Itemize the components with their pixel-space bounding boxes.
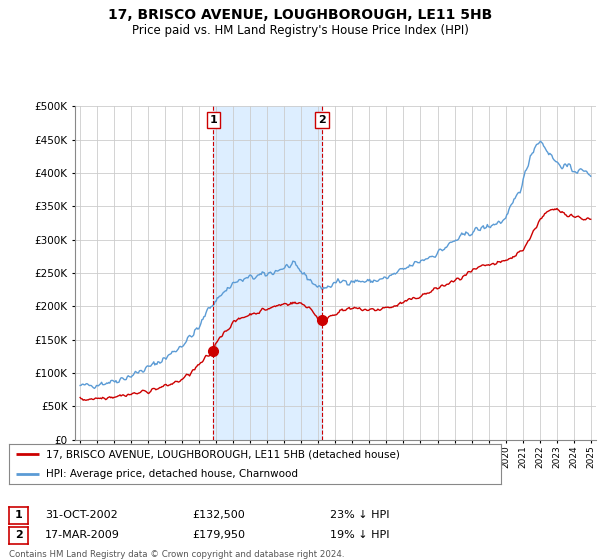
Text: 23% ↓ HPI: 23% ↓ HPI <box>330 510 389 520</box>
Text: 1: 1 <box>15 510 22 520</box>
Text: 2: 2 <box>15 530 22 540</box>
Text: Price paid vs. HM Land Registry's House Price Index (HPI): Price paid vs. HM Land Registry's House … <box>131 24 469 36</box>
Bar <box>214 106 322 440</box>
Text: 2: 2 <box>318 115 326 125</box>
Text: 17, BRISCO AVENUE, LOUGHBOROUGH, LE11 5HB: 17, BRISCO AVENUE, LOUGHBOROUGH, LE11 5H… <box>108 8 492 22</box>
Text: £179,950: £179,950 <box>192 530 245 540</box>
Text: Contains HM Land Registry data © Crown copyright and database right 2024.
This d: Contains HM Land Registry data © Crown c… <box>9 550 344 560</box>
Text: 31-OCT-2002: 31-OCT-2002 <box>45 510 118 520</box>
Text: 1: 1 <box>209 115 217 125</box>
Text: £132,500: £132,500 <box>192 510 245 520</box>
Text: 17-MAR-2009: 17-MAR-2009 <box>45 530 120 540</box>
Text: 19% ↓ HPI: 19% ↓ HPI <box>330 530 389 540</box>
Text: 17, BRISCO AVENUE, LOUGHBOROUGH, LE11 5HB (detached house): 17, BRISCO AVENUE, LOUGHBOROUGH, LE11 5H… <box>46 449 400 459</box>
Text: HPI: Average price, detached house, Charnwood: HPI: Average price, detached house, Char… <box>46 469 298 479</box>
